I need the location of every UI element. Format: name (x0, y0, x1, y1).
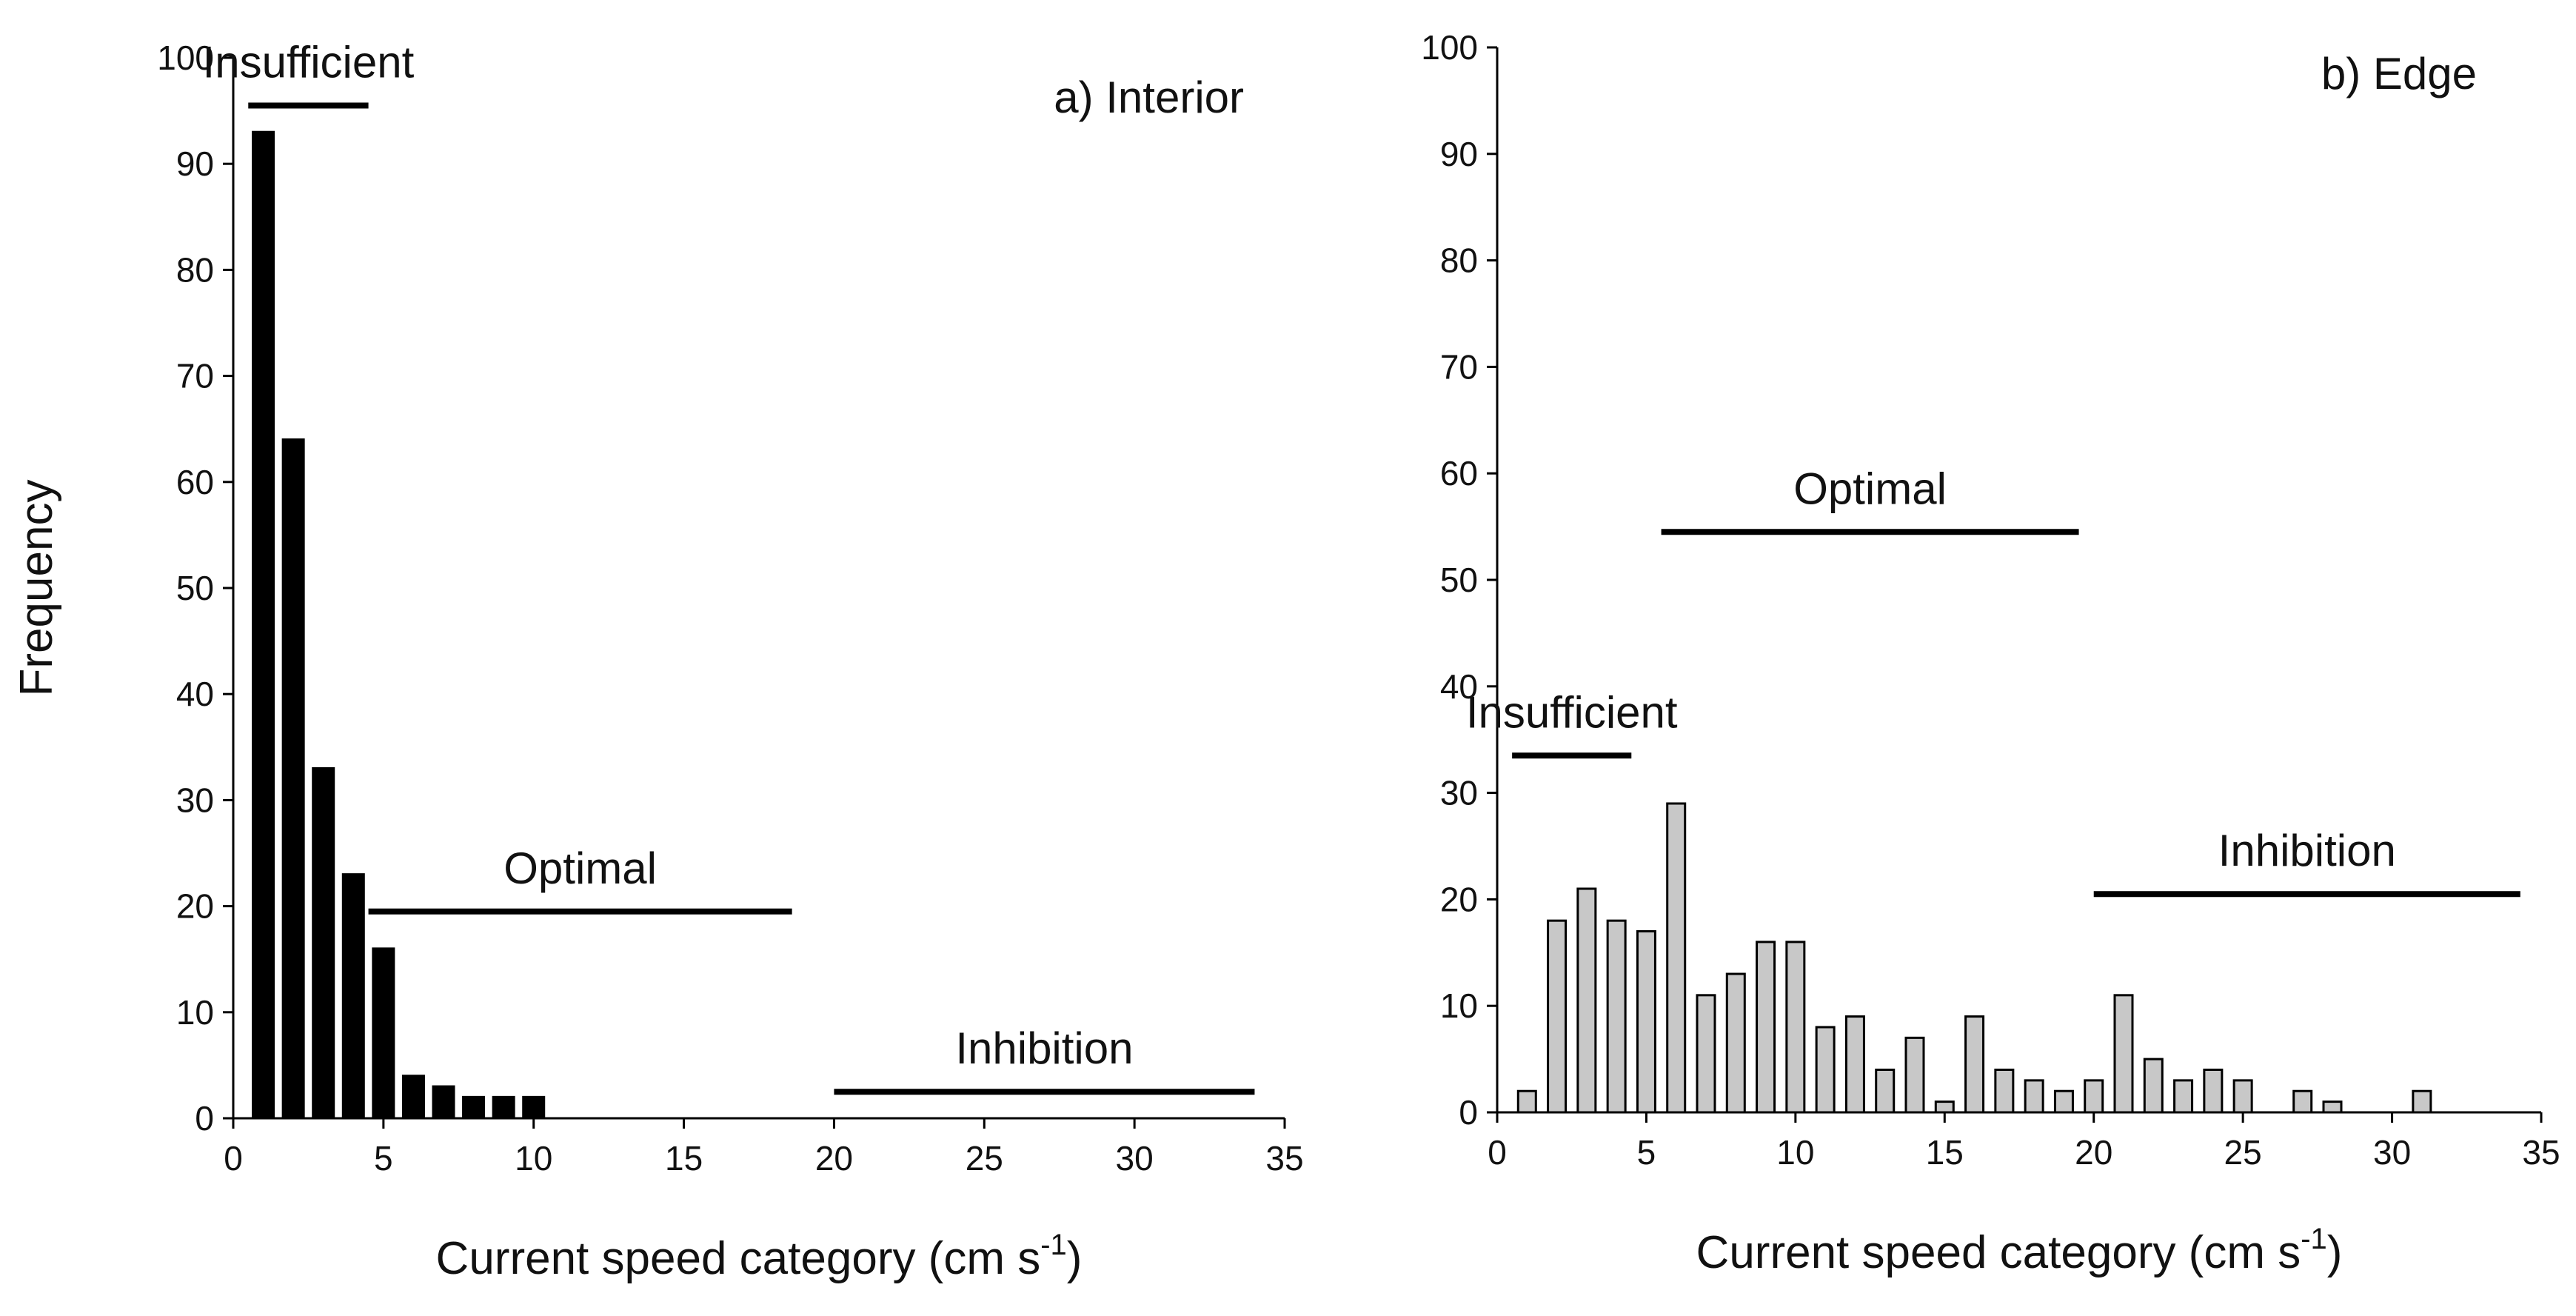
bar (2084, 1079, 2104, 1114)
x-tick-label: 25 (2224, 1133, 2262, 1172)
x-tick-label: 25 (966, 1139, 1003, 1178)
y-tick-label: 40 (176, 675, 214, 713)
bar (401, 1075, 425, 1120)
x-tick-label: 15 (1926, 1133, 1964, 1172)
bar (1756, 941, 1776, 1114)
panel-interior: 0 10 20 30 40 50 60 70 80 90 100 0 5 10 15 20 25 30 35 Insu… (11, 37, 1304, 1284)
bar (1725, 972, 1746, 1114)
y-tick-label: 70 (1440, 347, 1478, 386)
y-tick-label: 40 (1440, 667, 1478, 706)
x-axis-label-close: ) (2327, 1227, 2343, 1278)
x-tick-label: 35 (1265, 1139, 1303, 1178)
x-tick-label: 0 (224, 1139, 243, 1178)
y-tick-label: 80 (176, 250, 214, 289)
bar (462, 1095, 486, 1120)
y-tick-label: 90 (1440, 135, 1478, 173)
range-label-insufficient: Insufficient (1466, 687, 1678, 737)
range-label-inhibition: Inhibition (955, 1023, 1133, 1073)
bar (2203, 1068, 2224, 1114)
bar (312, 766, 335, 1120)
y-tick-label: 100 (1421, 28, 1478, 67)
x-axis-label-superscript: -1 (1040, 1229, 1067, 1261)
bar (1666, 802, 1687, 1114)
y-tick-label: 60 (176, 463, 214, 501)
bar (372, 947, 395, 1120)
y-tick-label: 90 (176, 144, 214, 183)
x-axis-label: Current speed category (cm s-1) (436, 1229, 1083, 1284)
bar (2053, 1089, 2074, 1114)
bar (1636, 930, 1656, 1114)
bar (1994, 1068, 2015, 1114)
bar (2173, 1079, 2194, 1114)
bar (1964, 1015, 1985, 1114)
x-tick-label: 20 (815, 1139, 853, 1178)
bar (1934, 1100, 1955, 1114)
bar (252, 130, 275, 1120)
x-axis-label-close: ) (1067, 1233, 1083, 1284)
y-tick-label: 70 (176, 357, 214, 395)
bar (1576, 887, 1597, 1114)
panel-title: b) Edge (2321, 49, 2477, 98)
y-tick-label: 0 (1459, 1093, 1478, 1132)
bar (1785, 941, 1806, 1114)
x-axis-label-main: Current speed category (cm s (436, 1233, 1041, 1284)
bar (341, 873, 365, 1120)
x-tick-label: 10 (515, 1139, 552, 1178)
x-tick-label: 35 (2522, 1133, 2560, 1172)
y-tick-label: 10 (176, 993, 214, 1032)
y-tick-label: 50 (176, 569, 214, 607)
y-tick-label: 20 (1440, 880, 1478, 918)
bar (522, 1095, 546, 1120)
bar (2024, 1079, 2044, 1114)
bar (1844, 1015, 1865, 1114)
bar (1696, 994, 1716, 1114)
bar (281, 438, 305, 1120)
bar (1547, 919, 1568, 1114)
x-axis-label: Current speed category (cm s-1) (1696, 1223, 2343, 1278)
x-tick-label: 10 (1776, 1133, 1814, 1172)
panel-edge: 0 10 20 30 40 50 60 70 80 90 100 0 5 10 15 20 25 30 35 Insu… (1421, 28, 2560, 1278)
range-label-optimal: Optimal (504, 844, 657, 893)
y-tick-label: 100 (157, 39, 214, 77)
bar (1815, 1026, 1836, 1114)
bar (2143, 1058, 2164, 1114)
bar (1516, 1089, 1537, 1114)
x-tick-label: 5 (374, 1139, 393, 1178)
range-label-optimal: Optimal (1793, 464, 1947, 513)
y-tick-label: 0 (195, 1099, 214, 1138)
bar (1875, 1068, 1896, 1114)
x-axis-label-main: Current speed category (cm s (1696, 1227, 2301, 1278)
x-tick-label: 0 (1488, 1133, 1507, 1172)
y-tick-label: 60 (1440, 454, 1478, 492)
x-tick-label: 20 (2075, 1133, 2112, 1172)
x-tick-label: 30 (2373, 1133, 2411, 1172)
range-label-inhibition: Inhibition (2218, 826, 2396, 875)
x-axis-label-superscript: -1 (2301, 1223, 2327, 1255)
y-tick-label: 30 (176, 781, 214, 819)
panel-title: a) Interior (1054, 73, 1244, 122)
bar (2292, 1089, 2313, 1114)
y-axis-label: Frequency (11, 480, 62, 697)
y-tick-label: 80 (1440, 241, 1478, 280)
x-tick-label: 30 (1116, 1139, 1154, 1178)
x-tick-label: 15 (665, 1139, 703, 1178)
bar (2232, 1079, 2253, 1114)
y-tick-label: 50 (1440, 561, 1478, 599)
bar (2322, 1100, 2343, 1114)
bar (1904, 1036, 1925, 1114)
bar (432, 1085, 455, 1120)
y-tick-label: 20 (176, 887, 214, 926)
bar (1606, 919, 1627, 1114)
x-tick-label: 5 (1637, 1133, 1656, 1172)
range-label-insufficient: Insufficient (203, 37, 415, 87)
bar (492, 1095, 515, 1120)
bar (2113, 994, 2134, 1114)
bar (2412, 1089, 2432, 1114)
y-tick-label: 10 (1440, 986, 1478, 1025)
y-tick-label: 30 (1440, 774, 1478, 812)
